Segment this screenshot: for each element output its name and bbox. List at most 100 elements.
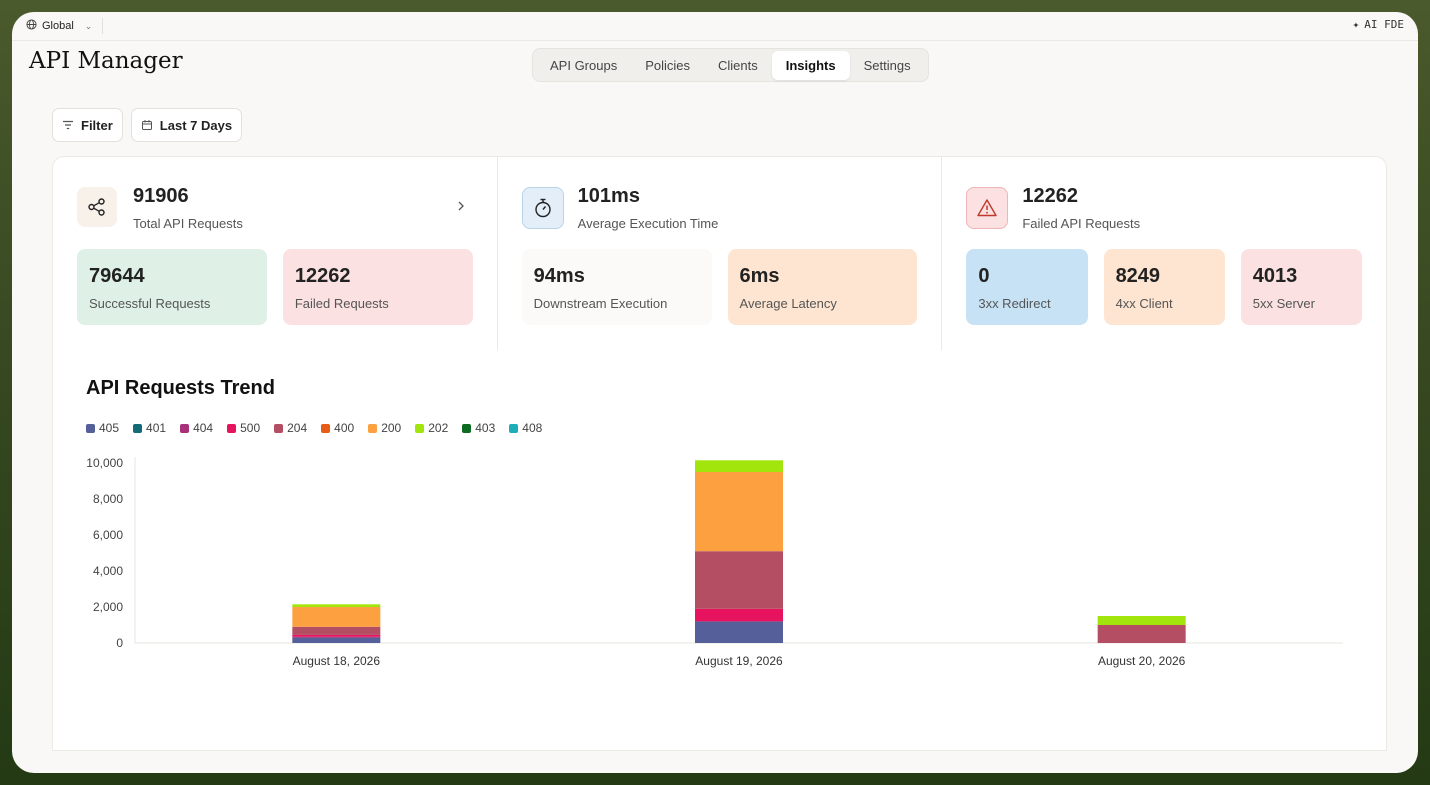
- legend-swatch: [86, 423, 95, 433]
- failure-breakdown: 0 3xx Redirect 8249 4xx Client 4013 5xx …: [966, 249, 1362, 325]
- y-tick-label: 10,000: [86, 456, 123, 470]
- downstream-execution-tile: 94ms Downstream Execution: [521, 249, 712, 325]
- y-tick-label: 0: [116, 636, 123, 650]
- bar-segment-204[interactable]: [292, 626, 381, 635]
- legend-item-401[interactable]: 401: [133, 421, 166, 435]
- stopwatch-icon: [521, 187, 564, 229]
- redirect-3xx-tile: 0 3xx Redirect: [966, 249, 1088, 325]
- filter-button[interactable]: Filter: [52, 108, 123, 142]
- globe-icon: [26, 19, 37, 33]
- x-tick-label: August 19, 2026: [695, 654, 783, 668]
- legend-item-500[interactable]: 500: [227, 421, 260, 435]
- legend-item-404[interactable]: 404: [180, 421, 213, 435]
- bar-segment-500[interactable]: [292, 634, 381, 637]
- top-bar: Global ⌄ ✦ AI FDE: [12, 12, 1418, 41]
- bar-segment-202[interactable]: [1097, 616, 1186, 625]
- legend-label: 500: [240, 421, 261, 435]
- failed-api-value: 12262: [1022, 185, 1078, 207]
- warning-icon: [966, 187, 1009, 229]
- legend-label: 202: [428, 421, 449, 435]
- tab-clients[interactable]: Clients: [718, 57, 758, 73]
- legend-label: 404: [193, 421, 214, 435]
- bar-segment-404[interactable]: [292, 636, 381, 638]
- tab-insights[interactable]: Insights: [771, 50, 850, 80]
- average-latency-label: Average Latency: [739, 296, 837, 311]
- bar-segment-405[interactable]: [292, 637, 381, 643]
- bar-segment-200[interactable]: [695, 472, 783, 552]
- tab-policies[interactable]: Policies: [645, 57, 690, 73]
- client-4xx-tile: 8249 4xx Client: [1103, 249, 1225, 325]
- client-4xx-label: 4xx Client: [1115, 296, 1173, 311]
- failed-requests-card: 12262 Failed API Requests 0 3xx Redirect…: [942, 157, 1386, 351]
- legend-item-408[interactable]: 408: [509, 421, 542, 435]
- successful-requests-label: Successful Requests: [89, 296, 211, 311]
- bar-segment-200[interactable]: [292, 607, 381, 627]
- chart-legend: 405 401 404 500 204 400 200 202 403 408: [86, 421, 542, 435]
- date-range-button[interactable]: Last 7 Days: [130, 108, 243, 142]
- legend-label: 401: [146, 421, 167, 435]
- bar-segment-405[interactable]: [695, 621, 783, 643]
- average-latency-tile: 6ms Average Latency: [727, 249, 918, 325]
- legend-item-202[interactable]: 202: [415, 421, 448, 435]
- total-requests-label: Total API Requests: [133, 216, 243, 231]
- toolbar: Filter Last 7 Days: [52, 108, 243, 142]
- downstream-execution-label: Downstream Execution: [533, 296, 668, 311]
- legend-swatch: [368, 423, 378, 433]
- redirect-3xx-label: 3xx Redirect: [978, 296, 1051, 311]
- legend-swatch: [415, 423, 425, 433]
- main-tabs: API Groups Policies Clients Insights Set…: [532, 48, 929, 82]
- y-tick-label: 2,000: [93, 600, 123, 614]
- server-5xx-value: 4013: [1252, 265, 1298, 287]
- bar-segment-500[interactable]: [695, 608, 783, 622]
- region-label: Global: [42, 20, 74, 32]
- ai-fde-button[interactable]: ✦ AI FDE: [1353, 18, 1404, 31]
- legend-swatch: [227, 423, 237, 433]
- legend-item-400[interactable]: 400: [321, 421, 354, 435]
- region-selector[interactable]: Global ⌄: [26, 18, 104, 34]
- filter-icon: [62, 120, 74, 130]
- bar-segment-204[interactable]: [695, 551, 783, 609]
- legend-swatch: [462, 423, 472, 433]
- legend-swatch: [180, 423, 190, 433]
- legend-item-405[interactable]: 405: [86, 421, 119, 435]
- failed-api-label: Failed API Requests: [1022, 216, 1141, 231]
- legend-label: 405: [99, 421, 120, 435]
- avg-execution-value: 101ms: [577, 185, 640, 207]
- client-4xx-value: 8249: [1115, 265, 1161, 287]
- successful-requests-tile: 79644 Successful Requests: [77, 249, 267, 325]
- page-title: API Manager: [29, 48, 183, 74]
- bar-segment-202[interactable]: [292, 604, 381, 607]
- calendar-icon: [141, 119, 153, 131]
- successful-requests-value: 79644: [89, 265, 145, 287]
- chevron-right-icon[interactable]: [457, 199, 465, 215]
- date-range-label: Last 7 Days: [159, 117, 233, 133]
- legend-swatch: [274, 423, 284, 433]
- legend-label: 403: [475, 421, 496, 435]
- average-latency-value: 6ms: [739, 265, 780, 287]
- legend-item-204[interactable]: 204: [274, 421, 307, 435]
- chart-plot: 0 2,000 4,000 6,000 8,000 10,000 August 18, 20…: [86, 456, 1343, 668]
- legend-item-403[interactable]: 403: [462, 421, 495, 435]
- sparkle-icon: ✦: [1352, 18, 1360, 31]
- tab-api-groups[interactable]: API Groups: [550, 57, 618, 73]
- avg-execution-label: Average Execution Time: [577, 216, 719, 231]
- app-window: Global ⌄ ✦ AI FDE API Manager API Groups…: [12, 12, 1418, 773]
- legend-label: 400: [334, 421, 355, 435]
- legend-item-200[interactable]: 200: [368, 421, 401, 435]
- legend-label: 204: [287, 421, 308, 435]
- execution-time-card: 101ms Average Execution Time 94ms Downst…: [498, 157, 943, 351]
- downstream-execution-value: 94ms: [533, 265, 585, 287]
- total-requests-card[interactable]: 91906 Total API Requests 79644 Successfu…: [53, 157, 498, 351]
- y-tick-label: 4,000: [93, 564, 123, 578]
- legend-swatch: [509, 423, 519, 433]
- redirect-3xx-value: 0: [978, 265, 990, 287]
- bar-segment-202[interactable]: [695, 460, 783, 472]
- chart-title: API Requests Trend: [86, 377, 275, 399]
- legend-label: 200: [381, 421, 402, 435]
- tab-settings[interactable]: Settings: [863, 57, 911, 73]
- legend-swatch: [321, 423, 331, 433]
- bar-segment-204[interactable]: [1097, 625, 1186, 643]
- x-tick-label: August 20, 2026: [1098, 654, 1186, 668]
- requests-trend-chart: API Requests Trend 405 401 404 500 204 400 200…: [52, 350, 1387, 751]
- failed-requests-value: 12262: [294, 265, 351, 287]
